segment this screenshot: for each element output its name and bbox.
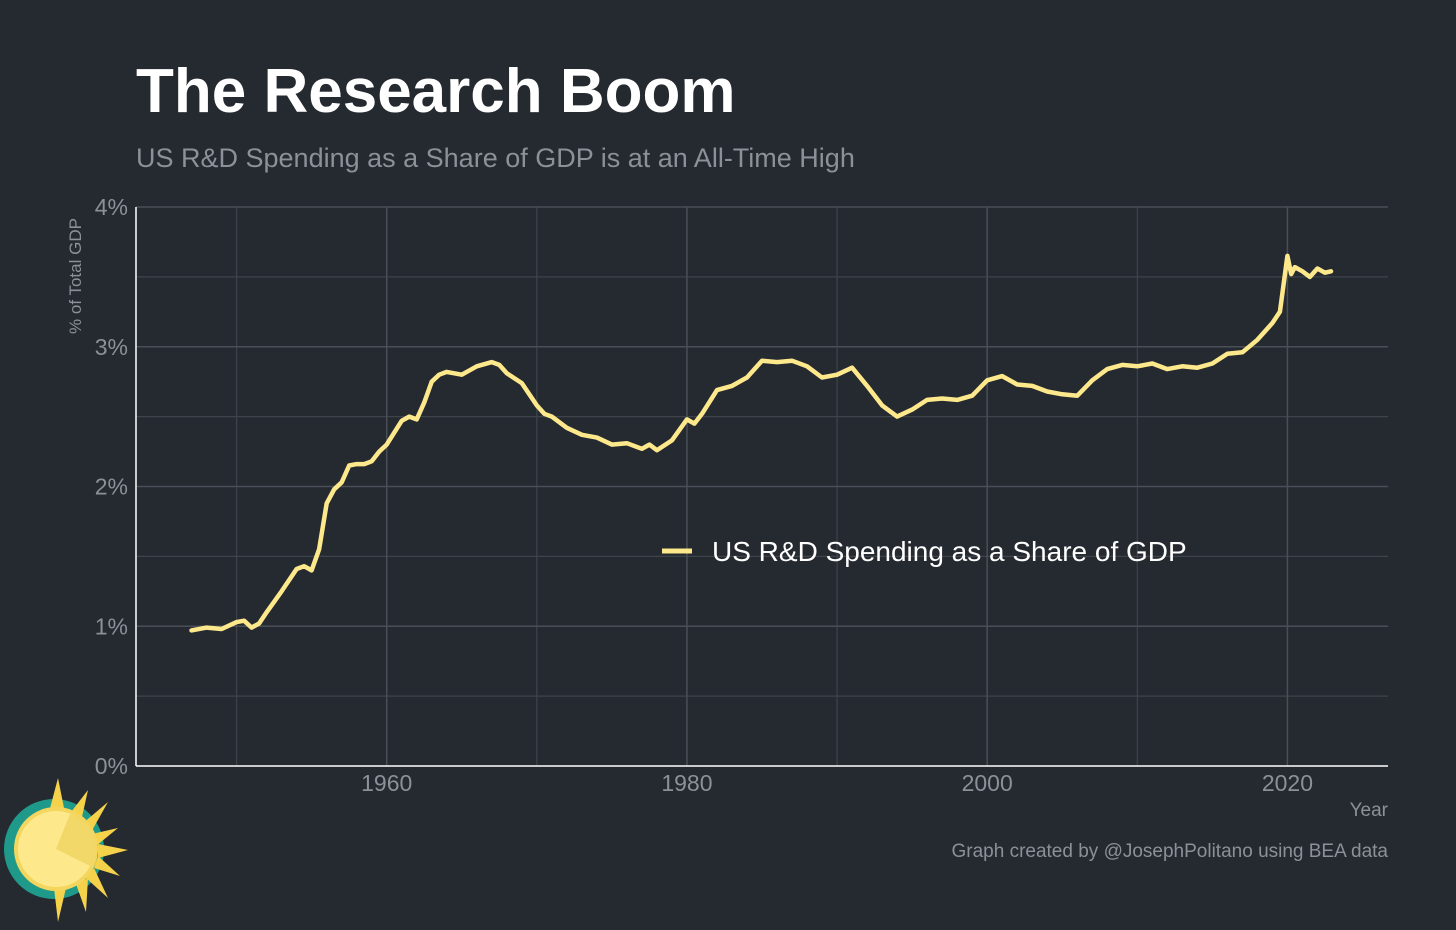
sun-logo-icon	[4, 778, 128, 922]
x-tick-label: 1980	[661, 770, 712, 796]
y-tick-label: 4%	[95, 194, 128, 220]
y-tick-label: 3%	[95, 334, 128, 360]
source-caption: Graph created by @JosephPolitano using B…	[951, 841, 1388, 862]
x-tick-label: 1960	[361, 770, 412, 796]
x-tick-label: 2000	[962, 770, 1013, 796]
y-tick-label: 0%	[95, 753, 128, 779]
chart-subtitle: US R&D Spending as a Share of GDP is at …	[136, 143, 855, 173]
y-tick-label: 1%	[95, 613, 128, 639]
series-line	[189, 253, 1334, 633]
legend-label: US R&D Spending as a Share of GDP	[712, 536, 1187, 567]
y-tick-label: 2%	[95, 474, 128, 500]
x-axis-label: Year	[1349, 800, 1388, 821]
chart-title: The Research Boom	[136, 57, 736, 126]
x-tick-label: 2020	[1262, 770, 1313, 796]
